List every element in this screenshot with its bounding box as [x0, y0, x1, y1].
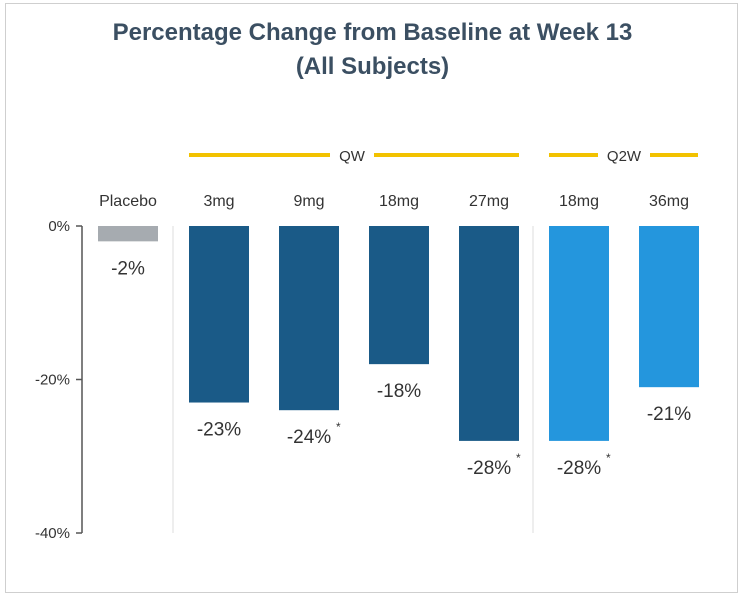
bar-4[interactable]	[369, 226, 429, 365]
significance-marker: *	[516, 451, 521, 465]
bar-2[interactable]	[189, 226, 249, 403]
data-label: -28%	[467, 458, 511, 479]
data-label: -18%	[377, 381, 421, 402]
chart-title-line-1: Percentage Change from Baseline at Week …	[112, 19, 633, 46]
data-label: -28%	[557, 458, 601, 479]
data-label: -23%	[197, 420, 241, 441]
category-label: 9mg	[293, 193, 324, 210]
group-label-q2w: Q2W	[607, 148, 642, 165]
chart-title: Percentage Change from Baseline at Week …	[0, 16, 745, 84]
y-tick-label: -20%	[35, 372, 70, 389]
data-label: -24%	[287, 427, 331, 448]
category-label: 27mg	[469, 193, 509, 210]
bar-7[interactable]	[639, 226, 699, 388]
category-label: 18mg	[379, 193, 419, 210]
category-label: 18mg	[559, 193, 599, 210]
bar-3[interactable]	[279, 226, 339, 411]
data-label: -2%	[111, 258, 145, 279]
category-label: 36mg	[649, 193, 689, 210]
y-tick-label: 0%	[48, 218, 70, 235]
bar-6[interactable]	[549, 226, 609, 441]
bar-5[interactable]	[459, 226, 519, 441]
y-tick-label: -40%	[35, 525, 70, 542]
bar-1[interactable]	[98, 226, 158, 242]
data-label: -21%	[647, 404, 691, 425]
chart-title-line-2: (All Subjects)	[295, 53, 450, 80]
significance-marker: *	[606, 451, 611, 465]
category-label: Placebo	[99, 193, 157, 210]
group-label-qw: QW	[339, 148, 366, 165]
category-label: 3mg	[203, 193, 234, 210]
significance-marker: *	[336, 420, 341, 434]
